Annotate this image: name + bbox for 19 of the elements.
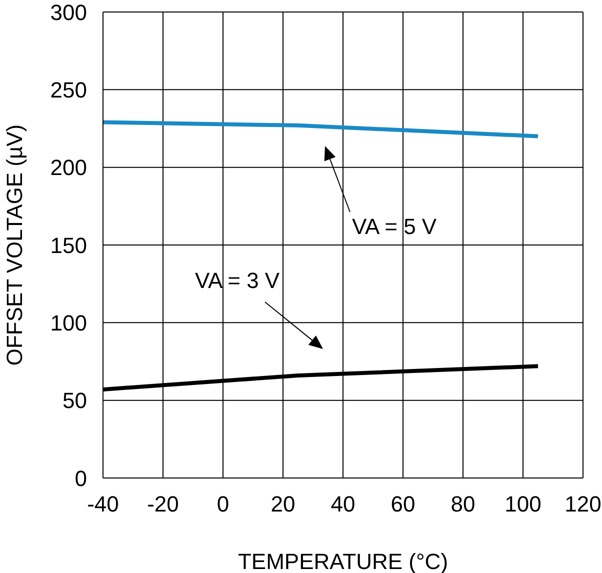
- x-tick-label: -20: [147, 492, 179, 517]
- annotation: VA = 3 V: [195, 268, 280, 293]
- x-tick-label: 100: [504, 492, 542, 517]
- x-tick-label: 20: [270, 492, 296, 517]
- x-tick-label: 40: [330, 492, 356, 517]
- annotation: VA = 5 V: [352, 214, 437, 239]
- y-tick-label: 50: [62, 388, 87, 414]
- y-tick-label: 200: [50, 155, 87, 180]
- x-tick-label: 0: [216, 492, 230, 517]
- y-tick-label: 100: [50, 310, 87, 336]
- y-tick-label: 250: [50, 77, 87, 102]
- x-tick-label: -40: [87, 492, 119, 517]
- x-tick-label: 120: [564, 492, 602, 517]
- y-tick-label: 150: [50, 232, 87, 258]
- y-axis-title: OFFSET VOLTAGE (µV): [2, 124, 27, 366]
- x-tick-label: 80: [450, 492, 476, 517]
- y-tick-label: 300: [50, 0, 87, 25]
- y-tick-label: 0: [74, 466, 87, 491]
- x-tick-label: 60: [390, 492, 416, 517]
